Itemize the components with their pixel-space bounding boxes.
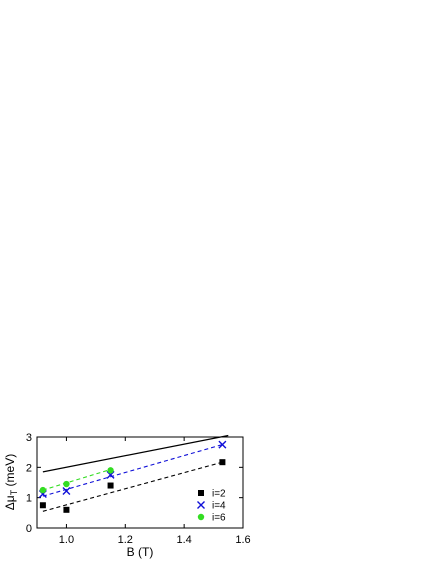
legend-marker — [197, 501, 205, 509]
data-point — [219, 459, 226, 466]
y-tick-label: 2 — [26, 462, 32, 474]
legend-marker — [198, 490, 204, 496]
y-tick-label: 0 — [26, 523, 32, 535]
x-axis-label: B (T) — [127, 545, 154, 559]
x-tick-label: 1.6 — [235, 534, 250, 546]
data-point — [62, 486, 71, 495]
legend-label: i=6 — [212, 513, 226, 524]
data-point — [63, 506, 70, 513]
y-axis-label: ΔμT (meV) — [3, 454, 19, 510]
fit-line — [42, 461, 223, 512]
x-tick-label: 1.0 — [59, 534, 74, 546]
fit-line — [42, 444, 223, 497]
data-point — [107, 482, 114, 489]
y-tick-label: 1 — [26, 493, 32, 505]
y-axis-label-subscript: T — [9, 489, 19, 495]
data-point — [107, 467, 114, 474]
plot-frame — [36, 436, 244, 529]
legend-label: i=4 — [212, 501, 226, 512]
fit-line — [42, 468, 111, 491]
data-point — [63, 480, 70, 488]
markers — [38, 440, 227, 513]
x-tick-label: 1.4 — [176, 534, 191, 546]
y-axis-label-main: Δμ — [3, 495, 17, 510]
x-ticks: 1.0 1.2 1.4 1.6 — [59, 437, 251, 546]
data-point — [106, 470, 115, 479]
reference-line — [42, 434, 229, 473]
y-tick-label: 3 — [26, 432, 32, 444]
legend-label: i=2 — [212, 489, 226, 500]
legend: i=2i=4i=6 — [197, 489, 226, 524]
legend-marker — [197, 513, 205, 521]
data-point — [39, 486, 47, 494]
x-tick-label: 1.2 — [118, 534, 133, 546]
y-ticks: 0 1 2 3 — [26, 432, 243, 535]
data-point — [39, 502, 46, 509]
data-point — [218, 440, 227, 449]
lines — [42, 434, 229, 512]
y-axis-label-unit: (meV) — [3, 454, 17, 490]
